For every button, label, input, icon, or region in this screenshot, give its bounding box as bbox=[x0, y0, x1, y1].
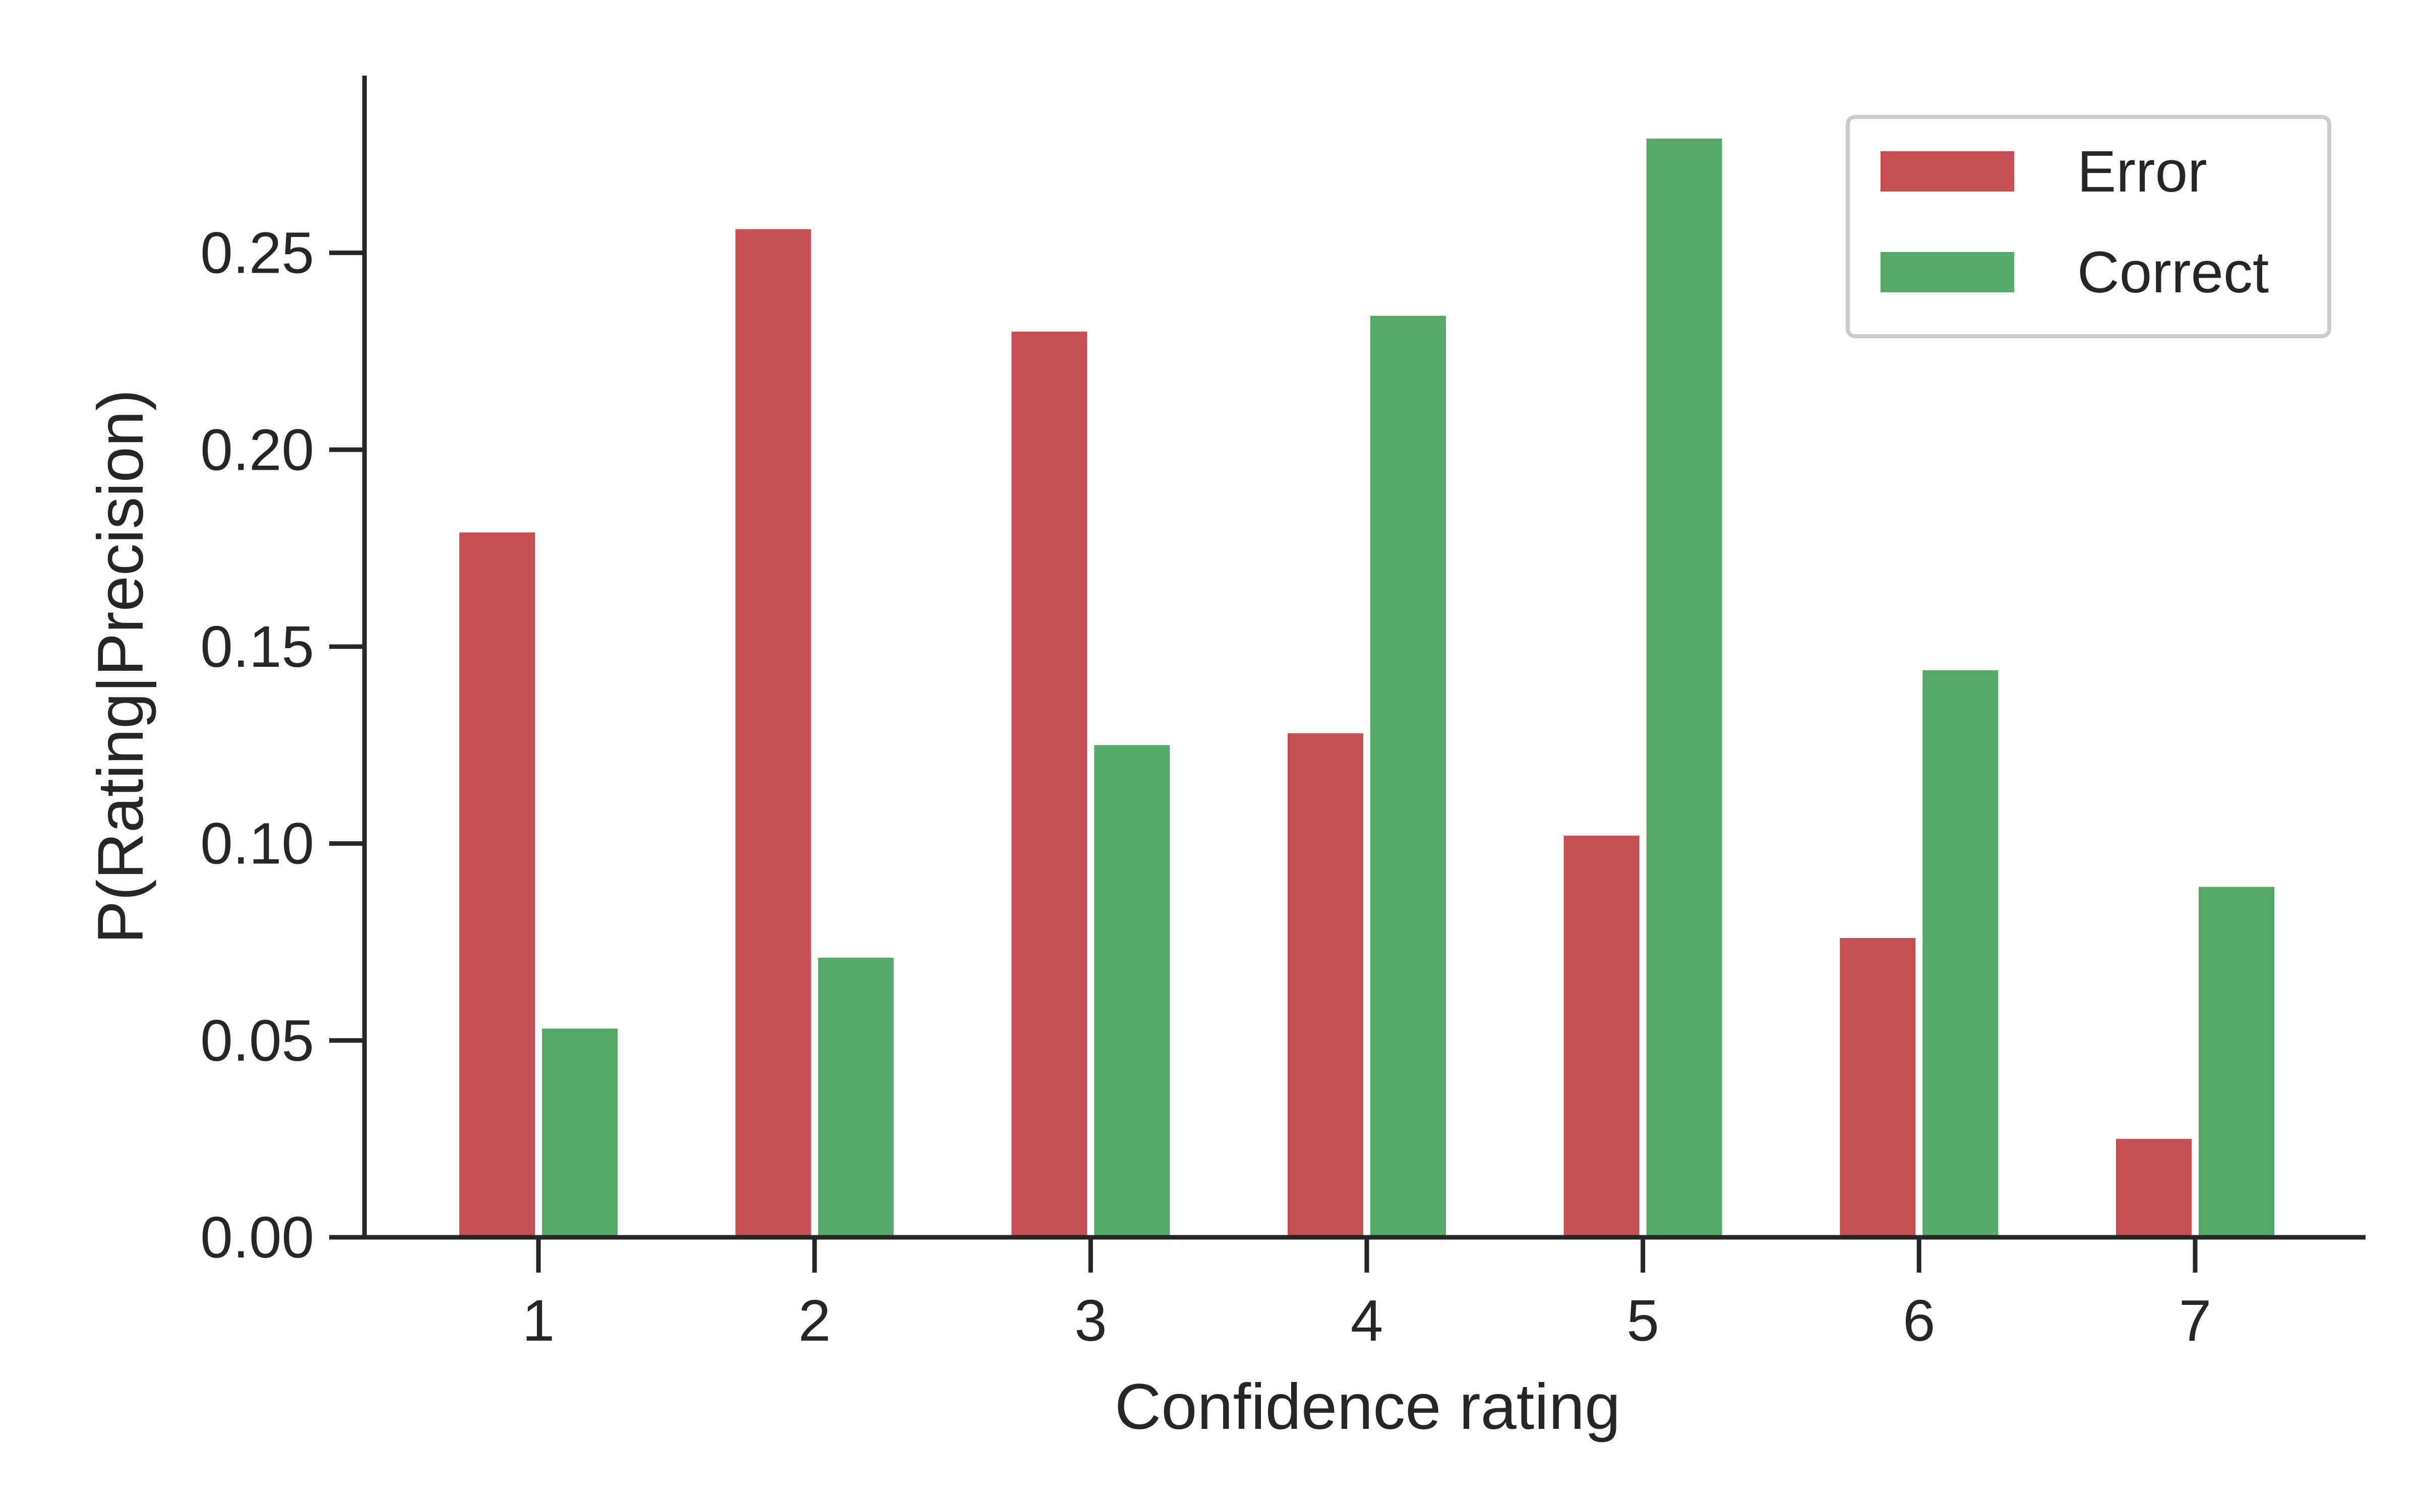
legend-swatch-error bbox=[1881, 151, 2014, 192]
bar-error-1 bbox=[459, 532, 535, 1237]
bar-error-4 bbox=[1288, 733, 1363, 1237]
bar-error-6 bbox=[1840, 938, 1916, 1237]
y-ticks-group: 0.00 0.05 0.10 0.15 0.20 0.25 bbox=[200, 220, 365, 1270]
bar-correct-6 bbox=[1922, 670, 1999, 1237]
bar-correct-3 bbox=[1094, 745, 1170, 1237]
bar-error-7 bbox=[2116, 1139, 2192, 1237]
x-tick-label: 1 bbox=[522, 1288, 555, 1353]
x-tick-label: 7 bbox=[2179, 1288, 2212, 1353]
bar-correct-5 bbox=[1646, 139, 1722, 1238]
x-axis-label: Confidence rating bbox=[1115, 1371, 1620, 1443]
bar-correct-4 bbox=[1370, 316, 1446, 1237]
x-tick-label: 2 bbox=[798, 1288, 831, 1353]
x-tick-label: 6 bbox=[1903, 1288, 1935, 1353]
legend-swatch-correct bbox=[1881, 252, 2014, 292]
y-tick-label: 0.15 bbox=[200, 614, 314, 679]
x-tick-label: 3 bbox=[1074, 1288, 1107, 1353]
y-tick-label: 0.25 bbox=[200, 220, 314, 286]
legend-label-correct: Correct bbox=[2077, 239, 2269, 305]
legend-label-error: Error bbox=[2077, 139, 2207, 204]
y-tick-label: 0.20 bbox=[200, 417, 314, 482]
bars-group bbox=[459, 139, 2274, 1238]
bar-correct-7 bbox=[2199, 887, 2274, 1237]
legend: Error Correct bbox=[1846, 115, 2331, 338]
bar-error-3 bbox=[1011, 331, 1087, 1237]
x-tick-label: 5 bbox=[1626, 1288, 1659, 1353]
bar-correct-2 bbox=[818, 958, 894, 1237]
bar-error-5 bbox=[1563, 836, 1640, 1237]
y-axis-label: P(Rating|Precision) bbox=[85, 389, 157, 943]
y-tick-label: 0.05 bbox=[200, 1007, 314, 1073]
y-tick-label: 0.10 bbox=[200, 811, 314, 876]
bar-error-2 bbox=[735, 229, 811, 1238]
x-tick-label: 4 bbox=[1351, 1288, 1383, 1353]
bar-correct-1 bbox=[542, 1028, 618, 1237]
x-ticks-group: 1 2 3 4 5 6 7 bbox=[522, 1237, 2212, 1353]
y-tick-label: 0.00 bbox=[200, 1205, 314, 1270]
axes-group bbox=[362, 76, 2366, 1240]
